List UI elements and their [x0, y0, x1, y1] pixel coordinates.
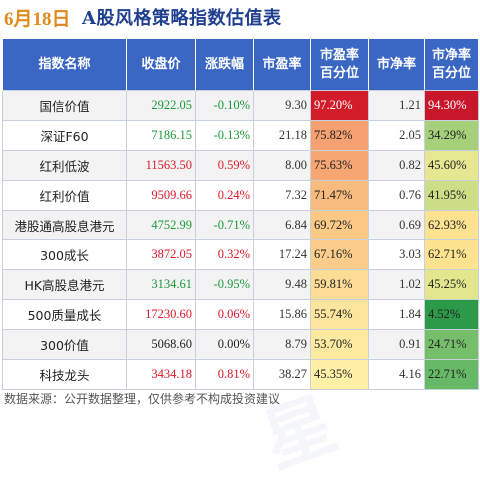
valuation-table: 指数名称 收盘价 涨跌幅 市盈率 市盈率 百分位 市净率 市净率 百分位 国信价值 2922.… — [2, 39, 479, 390]
cell-change: -0.10% — [195, 90, 254, 121]
cell-pe: 21.18 — [253, 119, 311, 151]
table-row: 国信价值 2922.05 -0.10% 9.30 97.20% 1.21 94.30% — [2, 90, 479, 121]
cell-close: 3434.18 — [126, 359, 196, 390]
cell-pb-percentile: 62.71% — [424, 239, 479, 271]
cell-close: 11563.50 — [126, 149, 196, 181]
title-main: A股风格策略指数估值表 — [82, 8, 282, 29]
header-pb: 市净率 — [368, 39, 425, 91]
cell-pb: 2.05 — [368, 119, 425, 151]
cell-pe-percentile: 53.70% — [310, 329, 369, 361]
cell-change: 0.81% — [195, 359, 254, 390]
header-pe: 市盈率 — [253, 39, 311, 91]
cell-index-name: 深证F60 — [2, 119, 127, 151]
cell-pb-percentile: 34.29% — [424, 119, 479, 151]
cell-pb-percentile: 45.25% — [424, 269, 479, 301]
cell-change: -0.95% — [195, 269, 254, 301]
cell-pe: 8.79 — [253, 329, 311, 361]
cell-pe-percentile: 69.72% — [310, 209, 369, 241]
table-row: 港股通高股息港元 4752.99 -0.71% 6.84 69.72% 0.69 62.93… — [2, 209, 479, 241]
cell-pe-percentile: 67.16% — [310, 239, 369, 271]
cell-close: 2922.05 — [126, 90, 196, 121]
cell-pb: 0.76 — [368, 179, 425, 211]
footer-source: 数据来源：公开数据整理，仅供参考不构成投资建议 — [4, 392, 281, 406]
cell-pb-percentile: 41.95% — [424, 179, 479, 211]
header-index-name: 指数名称 — [2, 39, 127, 91]
cell-pb: 4.16 — [368, 359, 425, 390]
cell-change: -0.13% — [195, 119, 254, 151]
cell-pe: 38.27 — [253, 359, 311, 390]
cell-index-name: HK高股息港元 — [2, 269, 127, 301]
cell-pb-percentile: 24.71% — [424, 329, 479, 361]
cell-change: 0.00% — [195, 329, 254, 361]
cell-pe-percentile: 75.82% — [310, 119, 369, 151]
table-row: 500质量成长 17230.60 0.06% 15.86 55.74% 1.84 4.52% — [2, 299, 479, 331]
cell-pb: 1.21 — [368, 90, 425, 121]
cell-change: 0.59% — [195, 149, 254, 181]
cell-index-name: 300成长 — [2, 239, 127, 271]
table-body: 国信价值 2922.05 -0.10% 9.30 97.20% 1.21 94.30% 深证F… — [2, 90, 479, 390]
cell-index-name: 300价值 — [2, 329, 127, 361]
cell-pb: 0.91 — [368, 329, 425, 361]
cell-pb: 3.03 — [368, 239, 425, 271]
cell-index-name: 港股通高股息港元 — [2, 209, 127, 241]
cell-change: 0.06% — [195, 299, 254, 331]
table-row: 300价值 5068.60 0.00% 8.79 53.70% 0.91 24.71% — [2, 329, 479, 361]
header-pe-percentile: 市盈率 百分位 — [310, 39, 369, 91]
cell-change: 0.32% — [195, 239, 254, 271]
table-header: 指数名称 收盘价 涨跌幅 市盈率 市盈率 百分位 市净率 市净率 百分位 — [2, 39, 479, 91]
table-row: 科技龙头 3434.18 0.81% 38.27 45.35% 4.16 22.71% — [2, 359, 479, 390]
cell-index-name: 科技龙头 — [2, 359, 127, 390]
cell-pe-percentile: 97.20% — [310, 90, 369, 121]
table-row: HK高股息港元 3134.61 -0.95% 9.48 59.81% 1.02 45.25% — [2, 269, 479, 301]
cell-change: -0.71% — [195, 209, 254, 241]
cell-change: 0.24% — [195, 179, 254, 211]
table-row: 300成长 3872.05 0.32% 17.24 67.16% 3.03 62.71% — [2, 239, 479, 271]
cell-pe: 9.48 — [253, 269, 311, 301]
cell-pe: 17.24 — [253, 239, 311, 271]
table-row: 红利低波 11563.50 0.59% 8.00 75.63% 0.82 45.60% — [2, 149, 479, 181]
cell-pb: 1.02 — [368, 269, 425, 301]
cell-pe: 15.86 — [253, 299, 311, 331]
header-close: 收盘价 — [126, 39, 196, 91]
cell-index-name: 500质量成长 — [2, 299, 127, 331]
title-date: 6月18日 — [4, 9, 71, 30]
cell-pe: 7.32 — [253, 179, 311, 211]
cell-close: 3872.05 — [126, 239, 196, 271]
cell-pb-percentile: 45.60% — [424, 149, 479, 181]
cell-pe: 8.00 — [253, 149, 311, 181]
header-pb-percentile: 市净率 百分位 — [424, 39, 479, 91]
cell-pb: 0.69 — [368, 209, 425, 241]
cell-close: 7186.15 — [126, 119, 196, 151]
cell-index-name: 国信价值 — [2, 90, 127, 121]
cell-close: 3134.61 — [126, 269, 196, 301]
cell-pe-percentile: 75.63% — [310, 149, 369, 181]
title-bar: 6月18日 A股风格策略指数估值表 — [0, 0, 480, 36]
cell-index-name: 红利低波 — [2, 149, 127, 181]
cell-close: 5068.60 — [126, 329, 196, 361]
table-row: 深证F60 7186.15 -0.13% 21.18 75.82% 2.05 34.29% — [2, 119, 479, 151]
cell-pb-percentile: 22.71% — [424, 359, 479, 390]
cell-pe: 6.84 — [253, 209, 311, 241]
cell-pe: 9.30 — [253, 90, 311, 121]
cell-close: 9509.66 — [126, 179, 196, 211]
cell-index-name: 红利价值 — [2, 179, 127, 211]
cell-close: 17230.60 — [126, 299, 196, 331]
table-row: 红利价值 9509.66 0.24% 7.32 71.47% 0.76 41.95% — [2, 179, 479, 211]
cell-pe-percentile: 55.74% — [310, 299, 369, 331]
cell-close: 4752.99 — [126, 209, 196, 241]
cell-pe-percentile: 71.47% — [310, 179, 369, 211]
cell-pb-percentile: 62.93% — [424, 209, 479, 241]
header-change: 涨跌幅 — [195, 39, 254, 91]
cell-pb-percentile: 4.52% — [424, 299, 479, 331]
cell-pe-percentile: 59.81% — [310, 269, 369, 301]
cell-pb: 1.84 — [368, 299, 425, 331]
cell-pe-percentile: 45.35% — [310, 359, 369, 390]
cell-pb: 0.82 — [368, 149, 425, 181]
cell-pb-percentile: 94.30% — [424, 90, 479, 121]
